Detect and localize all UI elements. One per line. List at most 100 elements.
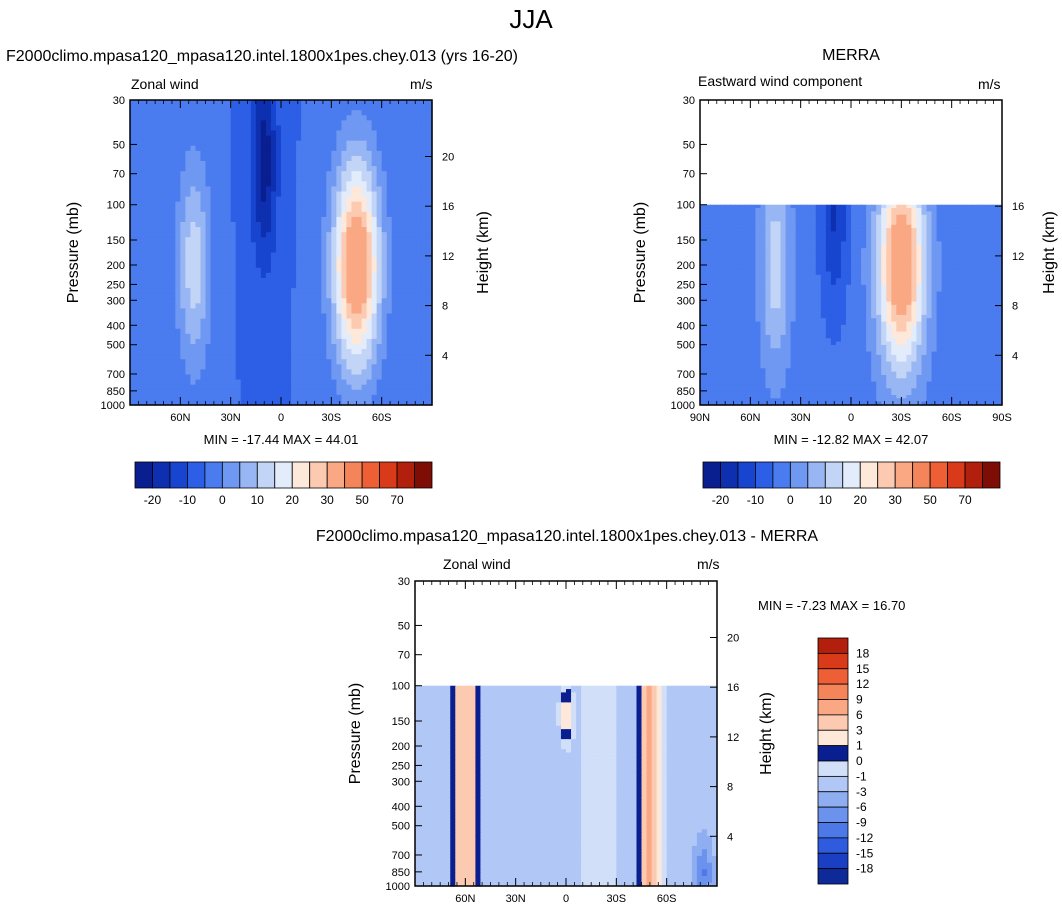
p1-field-cell: [255, 150, 262, 157]
p1-field-cell: [421, 379, 428, 386]
p1-field-cell: [356, 211, 363, 218]
p1-field-cell: [160, 150, 166, 157]
p2-field-cell: [881, 268, 887, 273]
p1-field-cell: [356, 349, 363, 355]
p1-field-cell: [215, 293, 222, 299]
p1-field-cell: [130, 145, 136, 152]
p2-field-cell: [790, 268, 797, 273]
p2-field-cell: [710, 251, 716, 256]
p1-field-cell: [185, 303, 191, 310]
p2-field-cell: [996, 238, 1003, 243]
p2-field-cell: [871, 251, 877, 256]
p1-field-cell: [286, 105, 292, 111]
p1-field-cell: [250, 389, 257, 396]
p2-field-cell: [765, 268, 772, 273]
p1-field-cell: [346, 308, 353, 315]
p1-field-cell: [306, 277, 312, 284]
p1-field-cell: [210, 318, 217, 325]
p1-field-cell: [180, 283, 186, 289]
p1-field-cell: [376, 145, 383, 152]
p1-field-cell: [165, 196, 171, 203]
p1-field-cell: [155, 206, 161, 213]
p1-field-cell: [240, 191, 247, 198]
p1-field-cell: [371, 140, 378, 147]
p1-field-cell: [255, 125, 262, 132]
p1-field-cell: [341, 267, 348, 274]
p2-field-cell: [715, 214, 721, 219]
p1-field-cell: [160, 115, 166, 121]
p1-field-cell: [371, 120, 378, 127]
p1-field-cell: [245, 191, 252, 198]
p1-field-cell: [160, 257, 166, 264]
p1-field-cell: [140, 171, 146, 177]
p1-field-cell: [411, 369, 418, 376]
p1-field-cell: [220, 242, 227, 249]
p1-field-cell: [376, 308, 383, 315]
p2-field-cell: [946, 211, 953, 216]
p1-field-cell: [140, 110, 146, 116]
p1-field-cell: [366, 389, 373, 396]
p1-field-cell: [265, 252, 272, 259]
p1-field-cell: [281, 364, 287, 371]
p1-field-cell: [356, 161, 363, 167]
p2-field-cell: [800, 228, 807, 233]
p1-field-cell: [135, 211, 141, 218]
p2-field-cell: [956, 214, 963, 219]
p1-field-cell: [396, 135, 403, 142]
p2-field-cell: [755, 268, 761, 273]
p1-field-cell: [180, 242, 186, 249]
p1-field-cell: [205, 338, 212, 345]
p1-field-cell: [185, 267, 191, 274]
p1-field-cell: [316, 277, 322, 284]
p2-field-cell: [815, 221, 822, 226]
p1-field-cell: [391, 191, 398, 198]
p1-field-cell: [260, 379, 267, 386]
p1-field-cell: [265, 120, 272, 127]
p1-field-cell: [230, 349, 237, 355]
p1-field-cell: [275, 323, 282, 330]
p1-field-cell: [260, 176, 267, 182]
p2-field-cell: [991, 208, 998, 212]
p2-field-cell: [986, 251, 993, 256]
p2-field-cell: [861, 231, 867, 236]
p1-field-cell: [361, 379, 368, 386]
p1-field-cell: [245, 130, 252, 137]
p1-field-cell: [230, 389, 237, 396]
p1-field-cell: [200, 247, 207, 254]
p2-field-cell: [971, 271, 978, 276]
p1-field-cell: [421, 267, 428, 274]
p2-field-cell: [825, 261, 832, 266]
p1-field-cell: [391, 171, 398, 177]
p2-field-cell: [936, 251, 943, 256]
p2-field-cell: [770, 244, 777, 249]
p1-field-cell: [175, 313, 181, 320]
p1-field-cell: [326, 338, 332, 345]
p1-field-cell: [220, 252, 227, 259]
p1-field-cell: [336, 145, 342, 152]
p1-field-cell: [165, 216, 171, 223]
p1-field-cell: [255, 242, 262, 249]
p1-field-cell: [326, 115, 332, 121]
p1-field-cell: [351, 211, 358, 218]
p1-field-cell: [165, 150, 171, 157]
p1-field-cell: [386, 344, 393, 350]
p1-field-cell: [426, 130, 433, 137]
p1-field-cell: [200, 186, 207, 193]
p1-field-cell: [255, 394, 262, 401]
p1-field-cell: [205, 333, 212, 340]
p1-field-cell: [245, 227, 252, 233]
p1-field-cell: [356, 135, 363, 142]
p2-field-cell: [725, 261, 731, 266]
p1-field-cell: [135, 354, 141, 360]
p2-field-cell: [856, 208, 862, 212]
p2-field-cell: [881, 218, 887, 223]
p2-field-cell: [780, 251, 787, 256]
p2-field-cell: [911, 251, 918, 256]
p2-field-cell: [881, 251, 887, 256]
p1-field-cell: [210, 135, 217, 142]
p2-field-cell: [956, 208, 963, 212]
p1-field-cell: [195, 145, 202, 152]
p1-field-cell: [215, 333, 222, 340]
p1-field-cell: [406, 323, 413, 330]
p2-field-cell: [946, 224, 953, 229]
